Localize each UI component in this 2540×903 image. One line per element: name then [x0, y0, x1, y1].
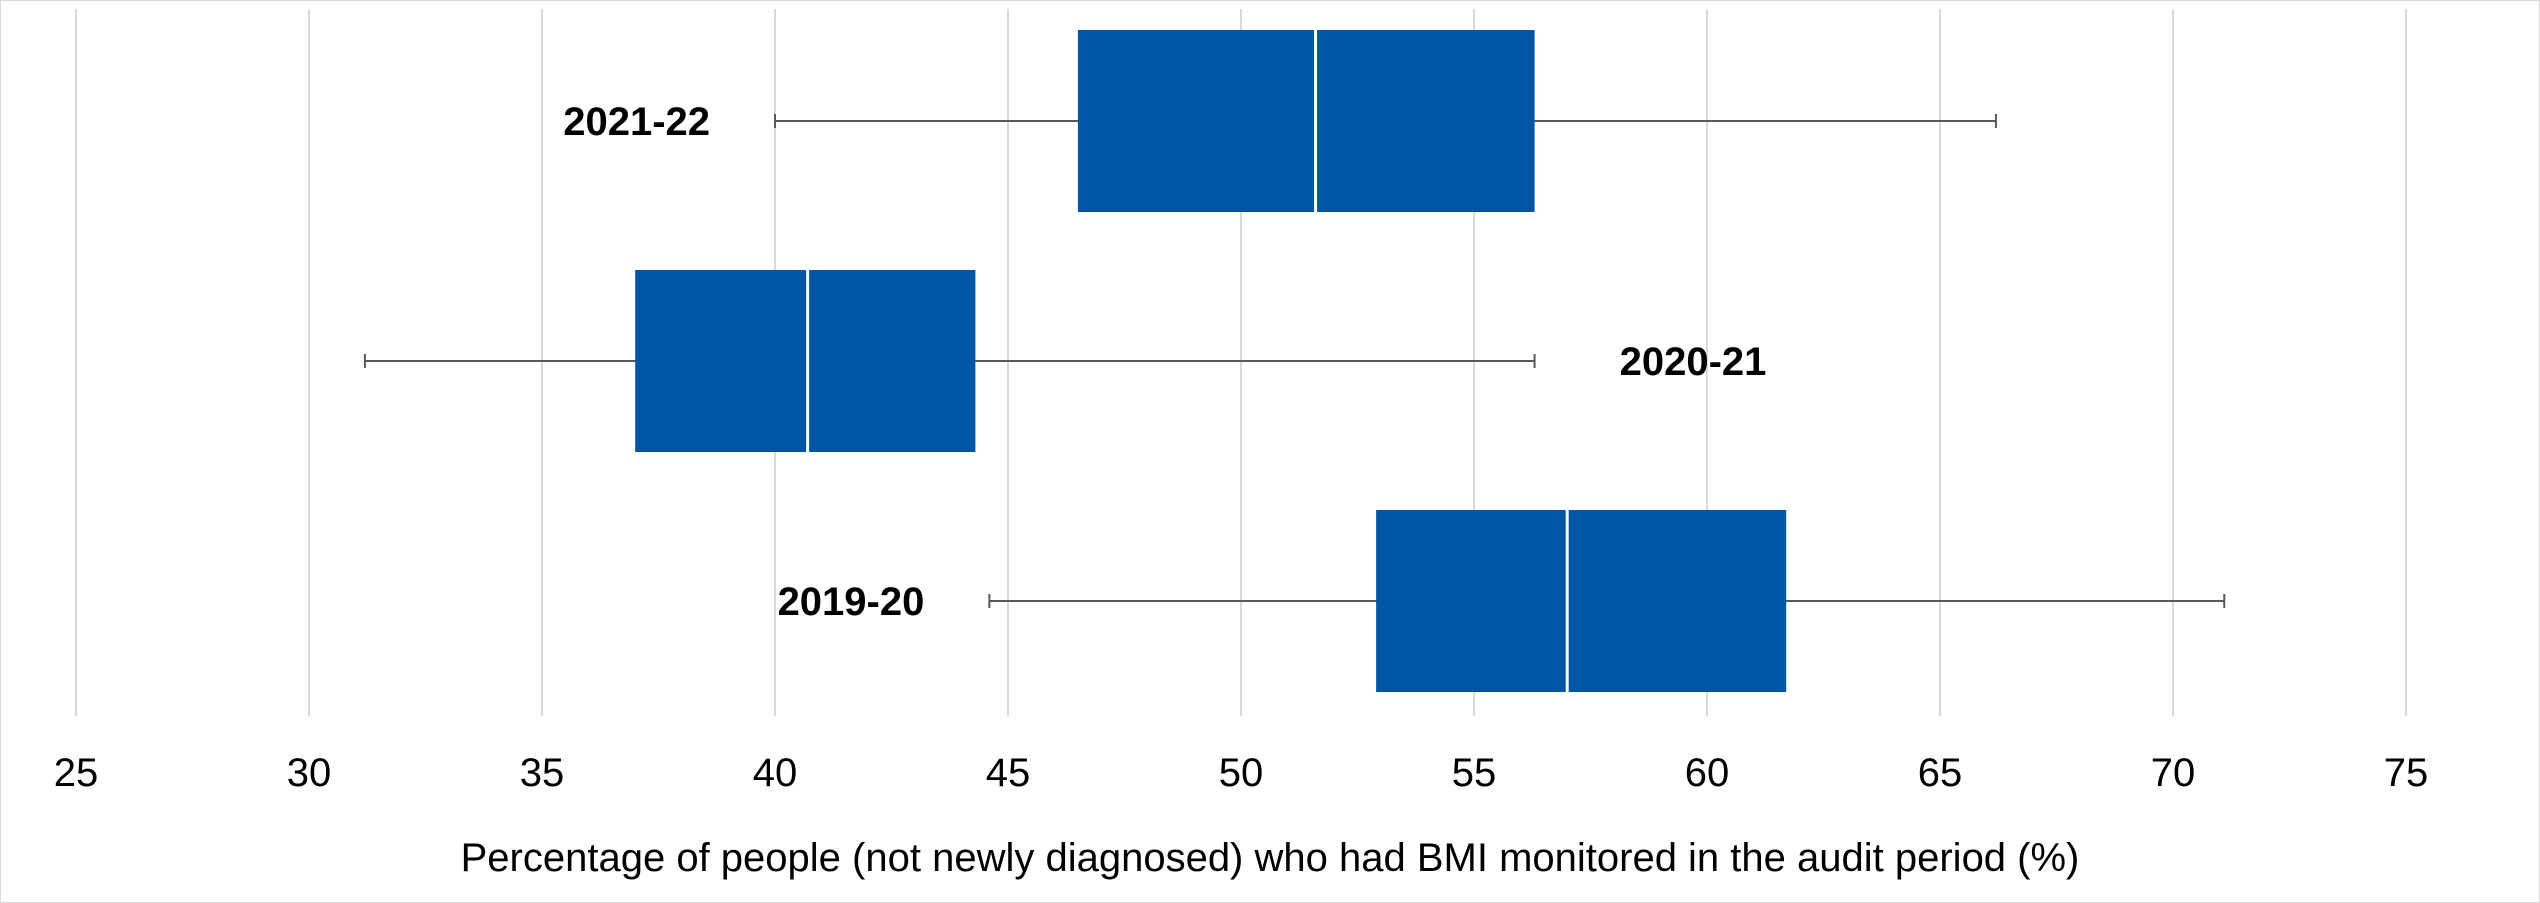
- x-axis-ticks: 25 30 35 40 45 50 55 60 65 70 75: [54, 751, 2429, 795]
- box-group-2021-22: 2021-22: [563, 30, 1997, 212]
- box-group-2020-21: 2020-21: [363, 270, 1767, 452]
- x-axis-title: Percentage of people (not newly diagnose…: [461, 836, 2080, 880]
- x-tick-label-75: 75: [2384, 751, 2429, 795]
- x-tick-label-45: 45: [986, 751, 1031, 795]
- category-label-2020-21: 2020-21: [1620, 340, 1767, 384]
- x-tick-label-30: 30: [287, 751, 332, 795]
- x-tick-label-55: 55: [1452, 751, 1497, 795]
- box-iqr: [635, 270, 976, 452]
- x-tick-label-65: 65: [1918, 751, 1963, 795]
- x-tick-label-70: 70: [2151, 751, 2196, 795]
- x-tick-label-40: 40: [753, 751, 798, 795]
- x-tick-label-60: 60: [1685, 751, 1730, 795]
- box-iqr: [1077, 30, 1535, 212]
- x-tick-label-50: 50: [1219, 751, 1264, 795]
- box-plot-series: 2021-22 2020-21 2019-20: [363, 30, 2226, 692]
- box-group-2019-20: 2019-20: [778, 510, 2226, 692]
- box-iqr: [1376, 510, 1787, 692]
- category-label-2019-20: 2019-20: [778, 580, 925, 624]
- x-tick-label-25: 25: [54, 751, 99, 795]
- category-label-2021-22: 2021-22: [563, 100, 710, 144]
- x-tick-label-35: 35: [520, 751, 565, 795]
